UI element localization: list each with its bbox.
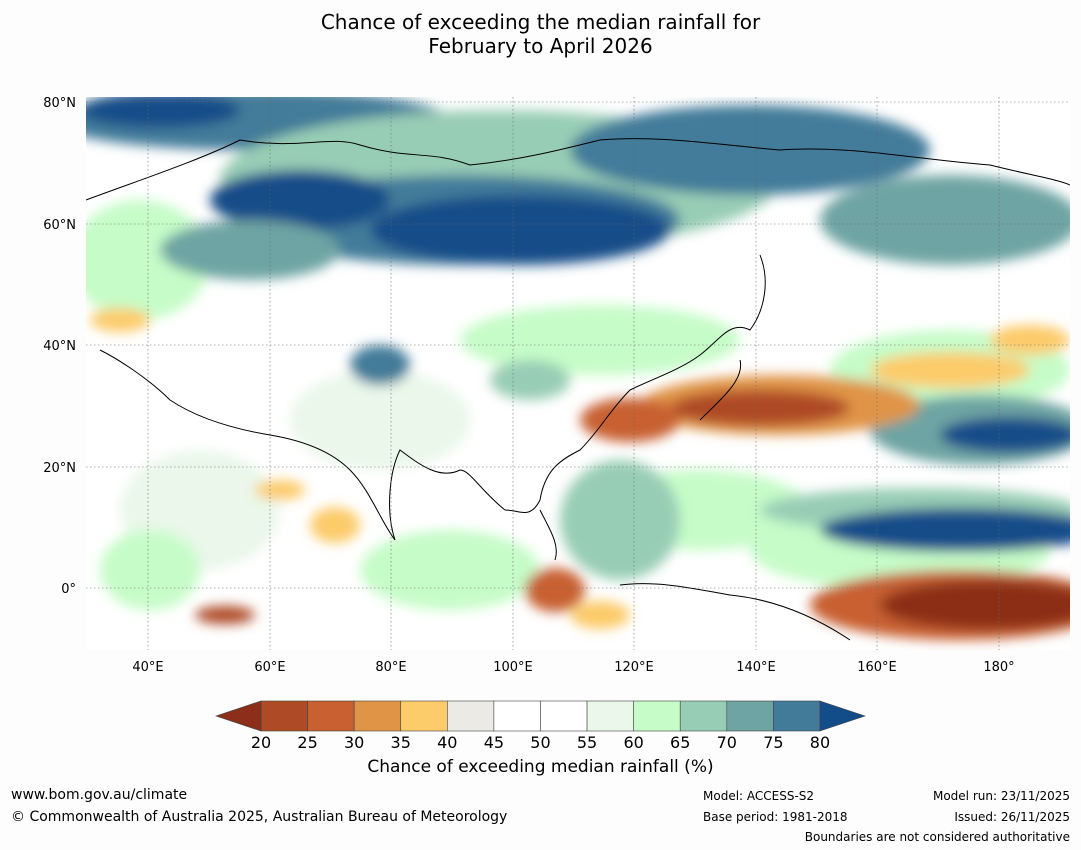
colorbar-tick-20: 20: [251, 733, 271, 752]
lon-label-180: 180°: [983, 660, 1014, 675]
colorbar-box-30-35: [353, 700, 402, 732]
map-canvas: 80°N 60°N 40°N 20°N 0° 40°E 60°E 80°E 10…: [43, 96, 1070, 675]
colorbar-arrow-high: [819, 700, 866, 732]
lon-label-160e: 160°E: [857, 660, 897, 675]
colorbar-box-50-55: [540, 700, 588, 732]
lon-label-40e: 40°E: [132, 660, 163, 675]
colorbar-tick-60: 60: [623, 733, 643, 752]
lat-label-0: 0°: [61, 582, 76, 597]
lat-label-80n: 80°N: [43, 96, 76, 111]
colorbar-tick-75: 75: [763, 733, 783, 752]
colorbar-label: Chance of exceeding median rainfall (%): [367, 757, 714, 777]
colorbar-box-35-40: [400, 700, 448, 732]
probability-field: [86, 97, 1070, 650]
colorbar-box-60-65: [633, 700, 681, 732]
lon-label-140e: 140°E: [736, 660, 776, 675]
colorbar-arrow-low: [215, 700, 262, 732]
disclaimer-text: Boundaries are not considered authoritat…: [804, 830, 1070, 844]
colorbar-tick-45: 45: [484, 733, 504, 752]
colorbar-box-75-80: [773, 700, 821, 732]
colorbar-tick-80: 80: [810, 733, 830, 752]
lat-label-60n: 60°N: [43, 218, 76, 233]
colorbar-tick-50: 50: [530, 733, 550, 752]
lat-label-40n: 40°N: [43, 339, 76, 354]
graticule: [86, 97, 1070, 650]
copyright-text: © Commonwealth of Australia 2025, Austra…: [11, 809, 508, 825]
colorbar-box-65-70: [679, 700, 728, 732]
colorbar-box-25-30: [307, 700, 355, 732]
model-text: Model: ACCESS-S2: [703, 789, 815, 803]
lat-label-20n: 20°N: [43, 461, 76, 476]
colorbar-tick-55: 55: [577, 733, 597, 752]
colorbar-box-55-60: [586, 700, 634, 732]
rainfall-map: 80°N 60°N 40°N 20°N 0° 40°E 60°E 80°E 10…: [0, 90, 1081, 690]
website-link[interactable]: www.bom.gov.au/climate: [11, 787, 188, 803]
colorbar-tick-25: 25: [297, 733, 317, 752]
colorbar-tick-30: 30: [344, 733, 364, 752]
colorbar-ticks: 20 25 30 35 40 45 50 55 60 65 70 75 80: [251, 733, 830, 752]
colorbar-box-70-75: [726, 700, 774, 732]
colorbar-boxes: [215, 700, 866, 732]
title-line-2: February to April 2026: [428, 34, 653, 58]
colorbar-box-40-45: [447, 700, 495, 732]
lon-label-60e: 60°E: [254, 660, 285, 675]
colorbar-tick-40: 40: [437, 733, 457, 752]
colorbar: 20 25 30 35 40 45 50 55 60 65 70 75 80: [215, 700, 866, 752]
map-title: Chance of exceeding the median rainfall …: [0, 10, 1081, 58]
coastlines: [86, 138, 1070, 641]
colorbar-tick-70: 70: [717, 733, 737, 752]
colorbar-box-45-50: [493, 700, 541, 732]
colorbar-tick-35: 35: [391, 733, 411, 752]
base-period-text: Base period: 1981-2018: [703, 810, 848, 824]
title-line-1: Chance of exceeding the median rainfall …: [320, 10, 761, 34]
colorbar-box-20-25: [260, 700, 308, 732]
lon-label-80e: 80°E: [375, 660, 406, 675]
lon-label-100e: 100°E: [493, 660, 533, 675]
model-run-text: Model run: 23/11/2025: [932, 789, 1070, 803]
issued-text: Issued: 26/11/2025: [954, 810, 1070, 824]
lon-label-120e: 120°E: [614, 660, 654, 675]
colorbar-tick-65: 65: [670, 733, 690, 752]
